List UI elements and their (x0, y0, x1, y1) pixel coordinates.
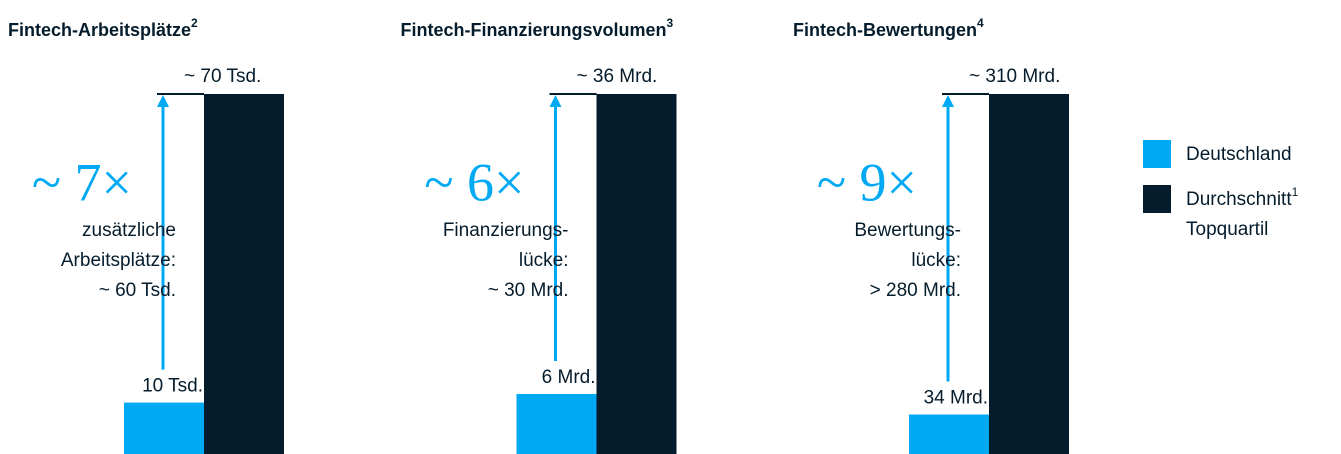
value-label: ~ 310 Mrd. (969, 66, 1060, 87)
title-text: Fintech-Bewertungen (793, 20, 977, 40)
title-text: Fintech-Arbeitsplätze (8, 20, 191, 40)
legend-name: Durchschnitt (1186, 189, 1292, 210)
arrow-head (942, 95, 954, 107)
annotation: Finanzierungs- (443, 220, 569, 241)
arrow-head (157, 95, 169, 107)
multiplier: ~ 6× (424, 152, 524, 212)
legend-name: Deutschland (1186, 144, 1292, 165)
annotation: zusätzliche (82, 220, 176, 241)
annotation: lücke: (911, 250, 961, 271)
annotation: ~ 30 Mrd. (488, 280, 569, 301)
legend-note: 1 (1292, 185, 1299, 199)
annotation: Arbeitsplätze: (61, 250, 176, 271)
annotation: > 280 Mrd. (870, 280, 961, 301)
bar (124, 402, 204, 454)
legend-label: Deutschland (1186, 144, 1292, 165)
panel-title: Fintech-Arbeitsplätze2 (8, 16, 198, 40)
legend-label: Topquartil (1186, 219, 1268, 240)
multiplier: ~ 9× (817, 152, 917, 212)
bar (516, 394, 597, 454)
title-note: 2 (191, 16, 198, 30)
value-label: 6 Mrd. (542, 367, 596, 388)
value-label: ~ 70 Tsd. (184, 66, 261, 87)
bar (909, 414, 989, 454)
legend-swatch (1143, 185, 1171, 213)
title-text: Fintech-Finanzierungsvolumen (401, 20, 667, 40)
panel-title: Fintech-Bewertungen4 (793, 16, 984, 40)
annotation: lücke: (519, 250, 569, 271)
arrow-head (549, 95, 562, 107)
title-note: 4 (977, 16, 984, 30)
value-label: 10 Tsd. (142, 376, 203, 397)
annotation: ~ 60 Tsd. (99, 280, 176, 301)
value-label: 34 Mrd. (924, 388, 988, 409)
bar (596, 94, 677, 454)
bar (204, 94, 284, 454)
value-label: ~ 36 Mrd. (577, 66, 658, 87)
panel-title: Fintech-Finanzierungsvolumen3 (401, 16, 674, 40)
legend-swatch (1143, 140, 1171, 168)
multiplier: ~ 7× (32, 152, 132, 212)
legend-label: Durchschnitt1 (1186, 185, 1299, 210)
annotation: Bewertungs- (854, 220, 961, 241)
title-note: 3 (667, 16, 674, 30)
bar (989, 94, 1069, 454)
